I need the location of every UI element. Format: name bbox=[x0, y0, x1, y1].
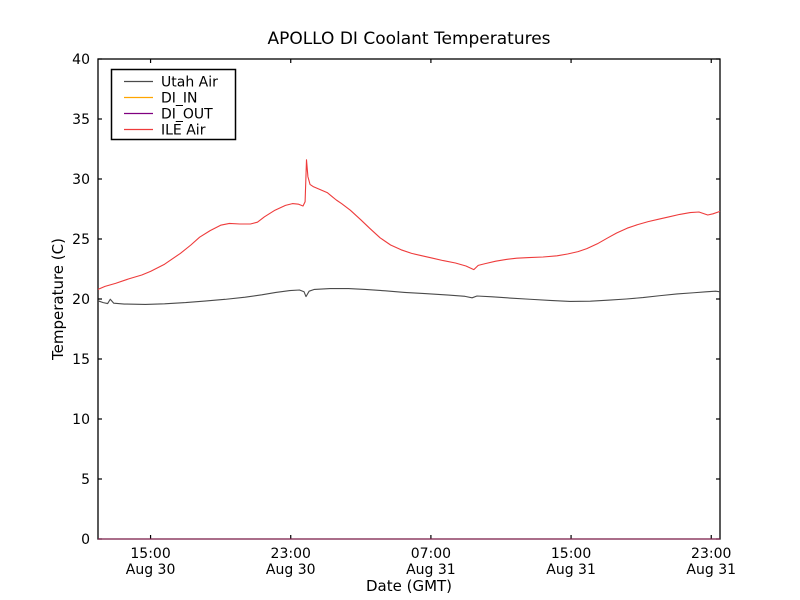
series-line-ile-air bbox=[97, 159, 721, 290]
legend-label-utah-air: Utah Air bbox=[161, 75, 218, 91]
chart-title: APOLLO DI Coolant Temperatures bbox=[267, 29, 550, 49]
x-axis-label: Date (GMT) bbox=[366, 577, 452, 595]
y-tick-label: 35 bbox=[72, 112, 90, 128]
x-tick-label-date: Aug 31 bbox=[686, 562, 736, 578]
y-tick-label: 30 bbox=[72, 172, 90, 188]
legend-label-di-out: DI_OUT bbox=[161, 107, 213, 123]
x-tick-label-date: Aug 31 bbox=[406, 562, 456, 578]
y-tick-label: 40 bbox=[72, 52, 90, 68]
y-tick-label: 5 bbox=[81, 472, 90, 488]
y-tick-label: 25 bbox=[72, 232, 90, 248]
legend-label-di-in: DI_IN bbox=[161, 91, 198, 107]
series-line-utah-air bbox=[97, 288, 721, 305]
y-tick-label: 15 bbox=[72, 352, 90, 368]
x-tick-label-time: 23:00 bbox=[691, 546, 731, 562]
x-tick-label-time: 07:00 bbox=[411, 546, 451, 562]
y-tick-label: 10 bbox=[72, 412, 90, 428]
x-tick-label-date: Aug 31 bbox=[546, 562, 596, 578]
y-axis-label: Temperature (C) bbox=[49, 238, 67, 361]
legend-label-ile-air: ILE Air bbox=[161, 123, 206, 139]
x-tick-label-time: 15:00 bbox=[130, 546, 170, 562]
x-tick-label-time: 15:00 bbox=[551, 546, 591, 562]
y-tick-label: 20 bbox=[72, 292, 90, 308]
y-tick-label: 0 bbox=[81, 532, 90, 548]
x-tick-label-date: Aug 30 bbox=[266, 562, 316, 578]
x-tick-label-time: 23:00 bbox=[271, 546, 311, 562]
x-tick-label-date: Aug 30 bbox=[126, 562, 176, 578]
